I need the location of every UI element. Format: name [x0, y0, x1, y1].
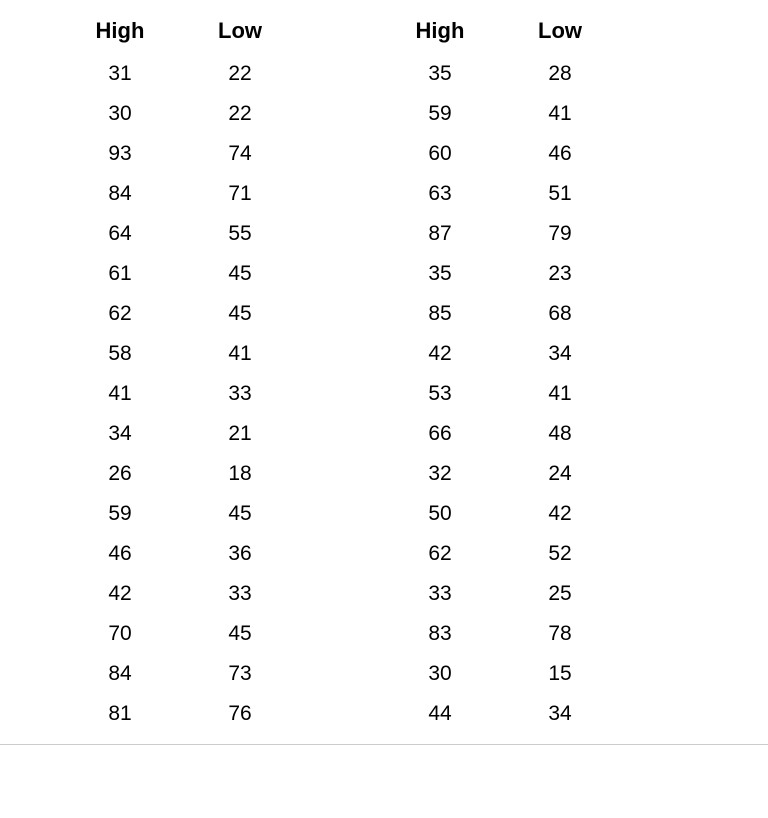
- table-cell: 30: [428, 654, 451, 694]
- table-cell: 58: [108, 334, 131, 374]
- table-cell: 45: [228, 494, 251, 534]
- table-cell: 18: [228, 454, 251, 494]
- table-cell: 26: [108, 454, 131, 494]
- table-cell: 44: [428, 694, 451, 734]
- table-cell: 23: [548, 254, 571, 294]
- table-cell: 70: [108, 614, 131, 654]
- table-cell: 87: [428, 214, 451, 254]
- table-cell: 30: [108, 94, 131, 134]
- column-header-high-right: High: [416, 18, 465, 44]
- table-cell: 42: [428, 334, 451, 374]
- table-cell: 59: [108, 494, 131, 534]
- table-cell: 53: [428, 374, 451, 414]
- table-cell: 62: [108, 294, 131, 334]
- table-cell: 22: [228, 54, 251, 94]
- table-cell: 85: [428, 294, 451, 334]
- table-cell: 42: [108, 574, 131, 614]
- table-cell: 35: [428, 54, 451, 94]
- table-cell: 33: [228, 374, 251, 414]
- table-cell: 24: [548, 454, 571, 494]
- table-cell: 68: [548, 294, 571, 334]
- table-cell: 41: [548, 374, 571, 414]
- table-cell: 48: [548, 414, 571, 454]
- table-cell: 41: [548, 94, 571, 134]
- table-cell: 55: [228, 214, 251, 254]
- table-cell: 34: [108, 414, 131, 454]
- table-cell: 73: [228, 654, 251, 694]
- table-cell: 34: [548, 694, 571, 734]
- table-cell: 41: [228, 334, 251, 374]
- table-cell: 36: [228, 534, 251, 574]
- right-low-column: Low 28 41 46 51 79 23 68 34 41 48 24 42 …: [500, 18, 620, 734]
- table-cell: 93: [108, 134, 131, 174]
- column-header-low-right: Low: [538, 18, 582, 44]
- column-header-high-left: High: [96, 18, 145, 44]
- table-cell: 33: [428, 574, 451, 614]
- table-cell: 63: [428, 174, 451, 214]
- table-cell: 42: [548, 494, 571, 534]
- table-cell: 41: [108, 374, 131, 414]
- table-cell: 79: [548, 214, 571, 254]
- column-header-low-left: Low: [218, 18, 262, 44]
- table-cell: 45: [228, 614, 251, 654]
- table-cell: 52: [548, 534, 571, 574]
- table-cell: 45: [228, 294, 251, 334]
- table-cell: 33: [228, 574, 251, 614]
- table-cell: 15: [548, 654, 571, 694]
- table-cell: 78: [548, 614, 571, 654]
- table-cell: 66: [428, 414, 451, 454]
- table-cell: 76: [228, 694, 251, 734]
- table-cell: 46: [548, 134, 571, 174]
- left-column-group: High 31 30 93 84 64 61 62 58 41 34 26 59…: [60, 18, 300, 734]
- right-column-group: High 35 59 60 63 87 35 85 42 53 66 32 50…: [380, 18, 620, 734]
- table-cell: 50: [428, 494, 451, 534]
- table-cell: 34: [548, 334, 571, 374]
- table-cell: 35: [428, 254, 451, 294]
- table-cell: 71: [228, 174, 251, 214]
- table-cell: 25: [548, 574, 571, 614]
- left-low-column: Low 22 22 74 71 55 45 45 41 33 21 18 45 …: [180, 18, 300, 734]
- table-cell: 59: [428, 94, 451, 134]
- table-cell: 61: [108, 254, 131, 294]
- table-cell: 51: [548, 174, 571, 214]
- left-high-column: High 31 30 93 84 64 61 62 58 41 34 26 59…: [60, 18, 180, 734]
- table-cell: 84: [108, 654, 131, 694]
- table-cell: 32: [428, 454, 451, 494]
- table-cell: 62: [428, 534, 451, 574]
- right-high-column: High 35 59 60 63 87 35 85 42 53 66 32 50…: [380, 18, 500, 734]
- table-cell: 83: [428, 614, 451, 654]
- table-cell: 46: [108, 534, 131, 574]
- table-cell: 45: [228, 254, 251, 294]
- temperature-table: High 31 30 93 84 64 61 62 58 41 34 26 59…: [0, 18, 768, 745]
- table-cell: 81: [108, 694, 131, 734]
- table-cell: 74: [228, 134, 251, 174]
- table-cell: 21: [228, 414, 251, 454]
- table-cell: 31: [108, 54, 131, 94]
- table-cell: 22: [228, 94, 251, 134]
- table-cell: 60: [428, 134, 451, 174]
- table-cell: 28: [548, 54, 571, 94]
- table-cell: 84: [108, 174, 131, 214]
- table-cell: 64: [108, 214, 131, 254]
